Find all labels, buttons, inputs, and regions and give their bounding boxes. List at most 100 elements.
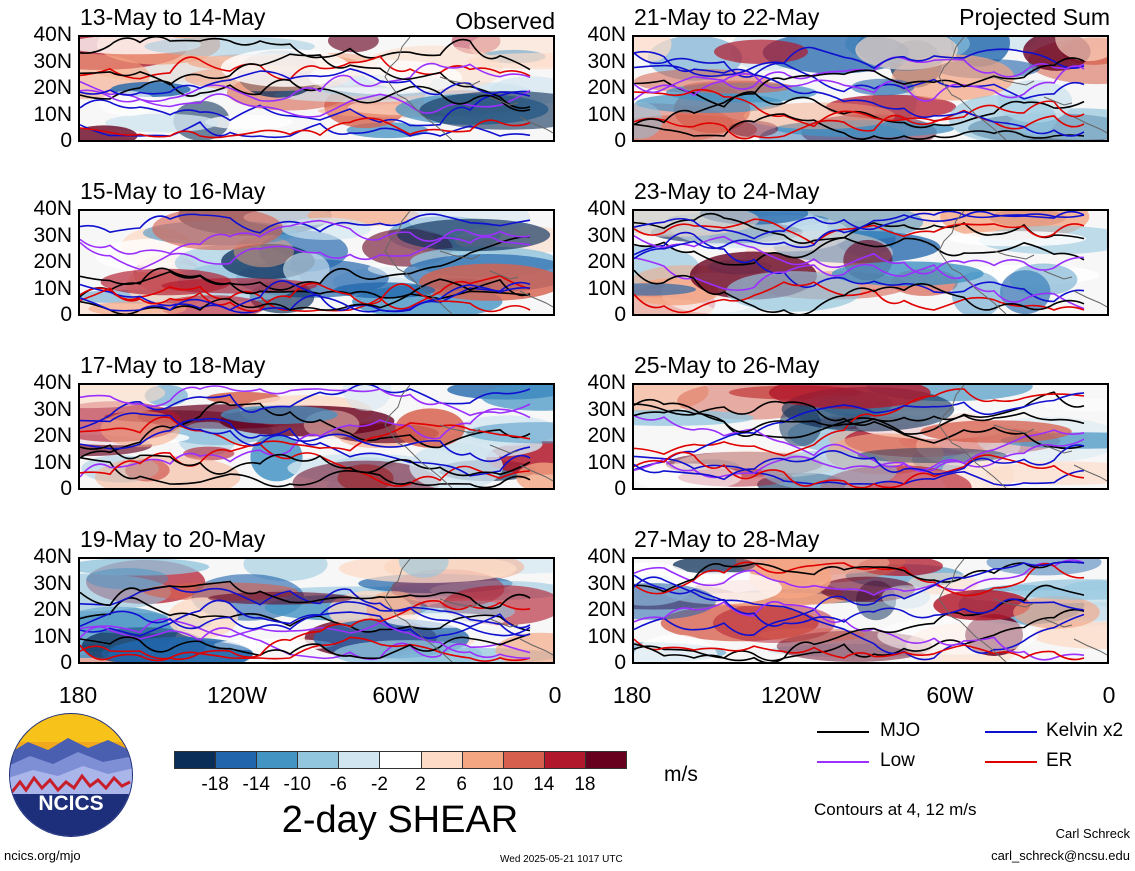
lat-label-40n-left-row2: 40N xyxy=(33,197,72,220)
contour-line xyxy=(634,281,1085,314)
contour-line xyxy=(634,400,1085,450)
shear-blob xyxy=(758,628,866,642)
map-panel-23-24-may xyxy=(632,209,1109,316)
contour-line xyxy=(634,576,1085,627)
shear-blob xyxy=(634,463,742,488)
map-panel-19-20-may xyxy=(78,557,555,664)
lat-label-20n-right-row3: 20N xyxy=(587,424,626,447)
shear-blob xyxy=(1055,37,1107,62)
colorbar-units: m/s xyxy=(664,763,698,786)
lat-label-40n-right-row3: 40N xyxy=(587,371,626,394)
shear-field xyxy=(80,385,553,488)
footer-author: Carl Schreck xyxy=(1055,826,1130,841)
shear-blob xyxy=(94,455,241,488)
shear-blob xyxy=(100,410,181,448)
contour-line xyxy=(634,391,1085,439)
shear-blob xyxy=(779,404,822,447)
shear-field xyxy=(634,37,1107,140)
contour-line xyxy=(634,88,1085,128)
lat-label-30n-left-row2: 30N xyxy=(33,223,72,247)
colorbar-tick-label: -2 xyxy=(371,774,388,795)
contour-line xyxy=(634,65,1085,102)
coastline xyxy=(938,211,1107,314)
lat-label-40n-right-row2: 40N xyxy=(587,197,626,220)
lat-label-10n-left-row3: 10N xyxy=(33,450,72,474)
shear-blob xyxy=(855,37,958,70)
shear-blob xyxy=(831,261,984,286)
contour-line xyxy=(80,55,531,81)
shear-blob xyxy=(1000,270,1051,314)
panel-title-2: 15-May to 16-May xyxy=(80,178,266,204)
colorbar-swatch xyxy=(543,751,586,769)
lat-label-30n-left-row4: 30N xyxy=(33,571,72,595)
map-panel-27-28-may xyxy=(632,557,1109,664)
coastline xyxy=(938,559,1107,662)
lat-label-0-left-row3: 0 xyxy=(60,477,72,500)
lat-label-30n-right-row3: 30N xyxy=(587,397,626,421)
lat-label-10n-right-row3: 10N xyxy=(587,450,626,474)
shear-blob xyxy=(948,231,1087,247)
shear-field xyxy=(80,559,553,662)
observed-label: Observed xyxy=(455,8,555,34)
colorbar-title: 2-day SHEAR xyxy=(281,799,519,841)
map-panel-17-18-may xyxy=(78,383,555,490)
shear-blob xyxy=(1009,263,1078,296)
contour-line xyxy=(634,559,1085,597)
colorbar-swatch xyxy=(256,751,299,769)
colorbar-swatch xyxy=(297,751,340,769)
lat-label-40n-left-row1: 40N xyxy=(33,23,72,46)
shear-blob xyxy=(481,385,553,411)
contour-line xyxy=(80,633,531,660)
legend-line-mjo xyxy=(817,731,869,733)
shear-blob xyxy=(516,462,553,488)
contour-line xyxy=(634,561,1085,597)
colorbar-swatch xyxy=(379,751,422,769)
shear-blob xyxy=(877,616,1039,655)
shear-blob xyxy=(466,422,553,444)
lat-label-0-right-row4: 0 xyxy=(614,651,626,674)
shear-blob xyxy=(125,458,170,482)
shear-blob xyxy=(419,263,553,301)
contour-line xyxy=(80,235,531,298)
colorbar-swatch xyxy=(461,751,504,769)
contour-line xyxy=(634,256,1085,310)
lon-label-0-right: 0 xyxy=(1102,682,1116,708)
lat-label-0-left-row1: 0 xyxy=(60,129,72,152)
colorbar-tick-label: 18 xyxy=(574,774,596,795)
colorbar-tick-label: 10 xyxy=(492,774,514,795)
panel-title-3: 17-May to 18-May xyxy=(80,352,266,378)
shear-blob xyxy=(283,252,330,286)
contour-line xyxy=(80,456,531,488)
lon-label-60w-left: 60W xyxy=(372,682,420,708)
lat-label-10n-right-row2: 10N xyxy=(587,276,626,300)
lon-label-180-right: 180 xyxy=(612,682,652,708)
contour-line xyxy=(634,455,1085,487)
contour-line xyxy=(80,599,531,639)
contour-line xyxy=(80,401,531,459)
contour-line xyxy=(80,422,531,476)
coastline xyxy=(384,559,553,662)
shear-blob xyxy=(881,585,930,609)
colorbar-swatch xyxy=(174,751,217,769)
contour-line xyxy=(80,385,531,430)
lon-label-60w-right: 60W xyxy=(926,682,974,708)
contour-line xyxy=(634,113,1085,140)
shear-blob xyxy=(419,91,553,130)
contour-line xyxy=(634,79,1085,129)
panel-title-8: 27-May to 28-May xyxy=(634,526,820,552)
map-panel-21-22-may xyxy=(632,35,1109,142)
footer-email: carl_schreck@ncsu.edu xyxy=(991,848,1130,863)
projected-label: Projected Sum xyxy=(959,4,1110,30)
contour-line xyxy=(634,109,1085,140)
contour-line xyxy=(634,212,1085,261)
contour-line xyxy=(80,229,531,271)
contour-line xyxy=(634,231,1085,303)
lat-label-0-left-row2: 0 xyxy=(60,303,72,326)
shear-blob xyxy=(152,211,284,251)
contour-line xyxy=(634,438,1085,479)
lat-label-40n-right-row1: 40N xyxy=(587,23,626,46)
colorbar-tick-label: 2 xyxy=(415,774,426,795)
shear-field xyxy=(80,211,553,314)
contour-line xyxy=(80,67,531,97)
shear-field xyxy=(634,559,1107,662)
